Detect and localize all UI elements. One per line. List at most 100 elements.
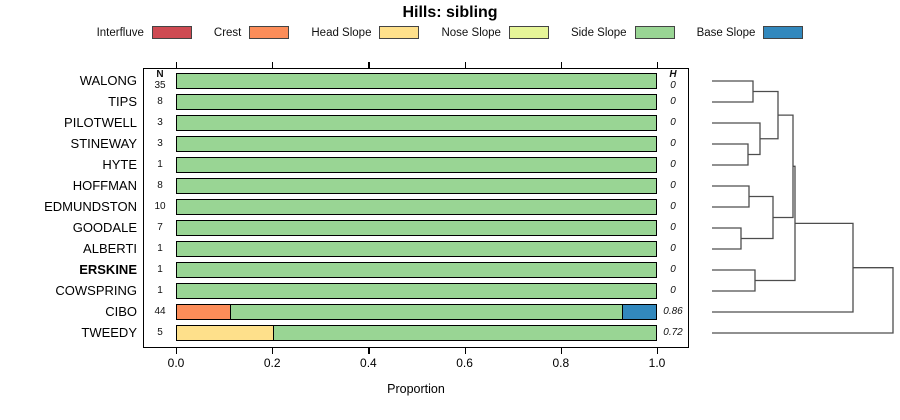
stacked-bar — [176, 94, 657, 110]
stacked-bar — [176, 115, 657, 131]
legend-swatch-icon — [151, 26, 192, 39]
row-label: ERSKINE — [79, 262, 137, 277]
x-axis-tick-label: 0.8 — [552, 356, 570, 370]
h-value: 0 — [670, 264, 676, 275]
legend-label: Base Slope — [696, 26, 756, 39]
n-value: 1 — [157, 264, 163, 275]
dendrogram-branch — [753, 90, 779, 140]
x-axis-tick — [560, 348, 562, 354]
legend-swatch-icon — [249, 26, 290, 39]
x-axis-top-tick — [560, 62, 562, 68]
n-column-header-and-value: N 35 — [140, 69, 180, 91]
bar-segment-head-slope — [177, 326, 273, 340]
x-axis-top-tick — [272, 62, 274, 68]
bar-segment-side-slope — [177, 74, 656, 88]
n-value: 10 — [154, 201, 166, 212]
legend-item: Crest — [213, 26, 290, 39]
bar-segment-side-slope — [177, 179, 656, 193]
h-value: 0 — [670, 79, 676, 91]
x-axis-tick — [368, 348, 370, 354]
n-value: 1 — [157, 285, 163, 296]
n-value: 1 — [157, 243, 163, 254]
dendrogram-branch — [712, 227, 742, 250]
h-value: 0 — [670, 117, 676, 128]
legend: Interfluve Crest Head Slope Nose Slope Side … — [0, 26, 900, 39]
dendrogram-branch — [712, 143, 749, 166]
stacked-bar — [176, 241, 657, 257]
legend-label: Nose Slope — [441, 26, 501, 39]
n-column-header: N — [156, 69, 164, 80]
legend-swatch-icon — [508, 26, 549, 39]
h-value: 0.86 — [663, 306, 683, 317]
h-value: 0 — [670, 243, 676, 254]
legend-item: Interfluve — [97, 26, 192, 39]
h-value: 0 — [670, 180, 676, 191]
dendrogram — [712, 80, 894, 334]
stacked-bar — [176, 304, 657, 320]
legend-label: Head Slope — [311, 26, 372, 39]
legend-item: Head Slope — [311, 26, 420, 39]
bar-segment-side-slope — [177, 221, 656, 235]
bar-segment-side-slope — [177, 137, 656, 151]
row-label: CIBO — [105, 304, 137, 319]
legend-swatch-icon — [634, 26, 675, 39]
stacked-bar — [176, 199, 657, 215]
legend-swatch-icon — [763, 26, 804, 39]
row-label: PILOTWELL — [64, 115, 137, 130]
x-axis-tick — [272, 348, 274, 354]
x-axis-tick — [176, 348, 178, 354]
n-value: 7 — [157, 222, 163, 233]
stacked-bar — [176, 73, 657, 89]
bar-segment-side-slope — [229, 305, 623, 319]
x-axis-top-tick — [368, 62, 370, 68]
n-value: 1 — [157, 159, 163, 170]
row-label: HOFFMAN — [72, 178, 137, 193]
dendrogram-branch — [712, 222, 854, 313]
row-label: EDMUNDSTON — [44, 199, 137, 214]
row-label: WALONG — [79, 73, 137, 88]
x-axis-tick-label: 0.2 — [263, 356, 281, 370]
bar-segment-side-slope — [177, 200, 656, 214]
h-value: 0 — [670, 138, 676, 149]
dendrogram-branch — [712, 122, 761, 156]
legend-item: Side Slope — [571, 26, 675, 39]
h-value: 0 — [670, 96, 676, 107]
h-value: 0.72 — [663, 327, 683, 338]
row-label: COWSPRING — [55, 283, 137, 298]
n-value: 8 — [157, 180, 163, 191]
legend-label: Crest — [213, 26, 242, 39]
x-axis-tick — [657, 348, 659, 354]
h-column-header: H — [669, 69, 677, 80]
x-axis-tick-label: 1.0 — [648, 356, 666, 370]
row-label: HYTE — [102, 157, 137, 172]
x-axis-label: Proportion — [387, 382, 445, 396]
legend-item: Nose Slope — [441, 26, 549, 39]
dendrogram-branch — [712, 80, 754, 103]
stacked-bar — [176, 178, 657, 194]
bar-segment-side-slope — [177, 263, 656, 277]
n-value: 35 — [154, 79, 166, 91]
x-axis-tick-label: 0.6 — [456, 356, 473, 370]
dendrogram-branch — [712, 269, 756, 292]
row-label: ALBERTI — [83, 241, 137, 256]
stacked-bar — [176, 220, 657, 236]
stacked-bar — [176, 283, 657, 299]
stacked-bar — [176, 325, 657, 341]
chart-title: Hills: sibling — [402, 4, 498, 21]
x-axis-top-tick — [464, 62, 466, 68]
bar-segment-side-slope — [272, 326, 656, 340]
dendrogram-branch — [773, 114, 794, 219]
plot-box — [143, 68, 689, 348]
x-axis-tick-label: 0.4 — [360, 356, 377, 370]
stacked-bar — [176, 136, 657, 152]
dendrogram-branch — [712, 185, 750, 208]
bar-segment-side-slope — [177, 95, 656, 109]
legend-swatch-icon — [379, 26, 420, 39]
row-label: TIPS — [108, 94, 137, 109]
x-axis-tick-label: 0.0 — [167, 356, 185, 370]
n-value: 3 — [157, 117, 163, 128]
legend-label: Side Slope — [570, 26, 627, 39]
x-axis-top-tick — [657, 62, 659, 68]
